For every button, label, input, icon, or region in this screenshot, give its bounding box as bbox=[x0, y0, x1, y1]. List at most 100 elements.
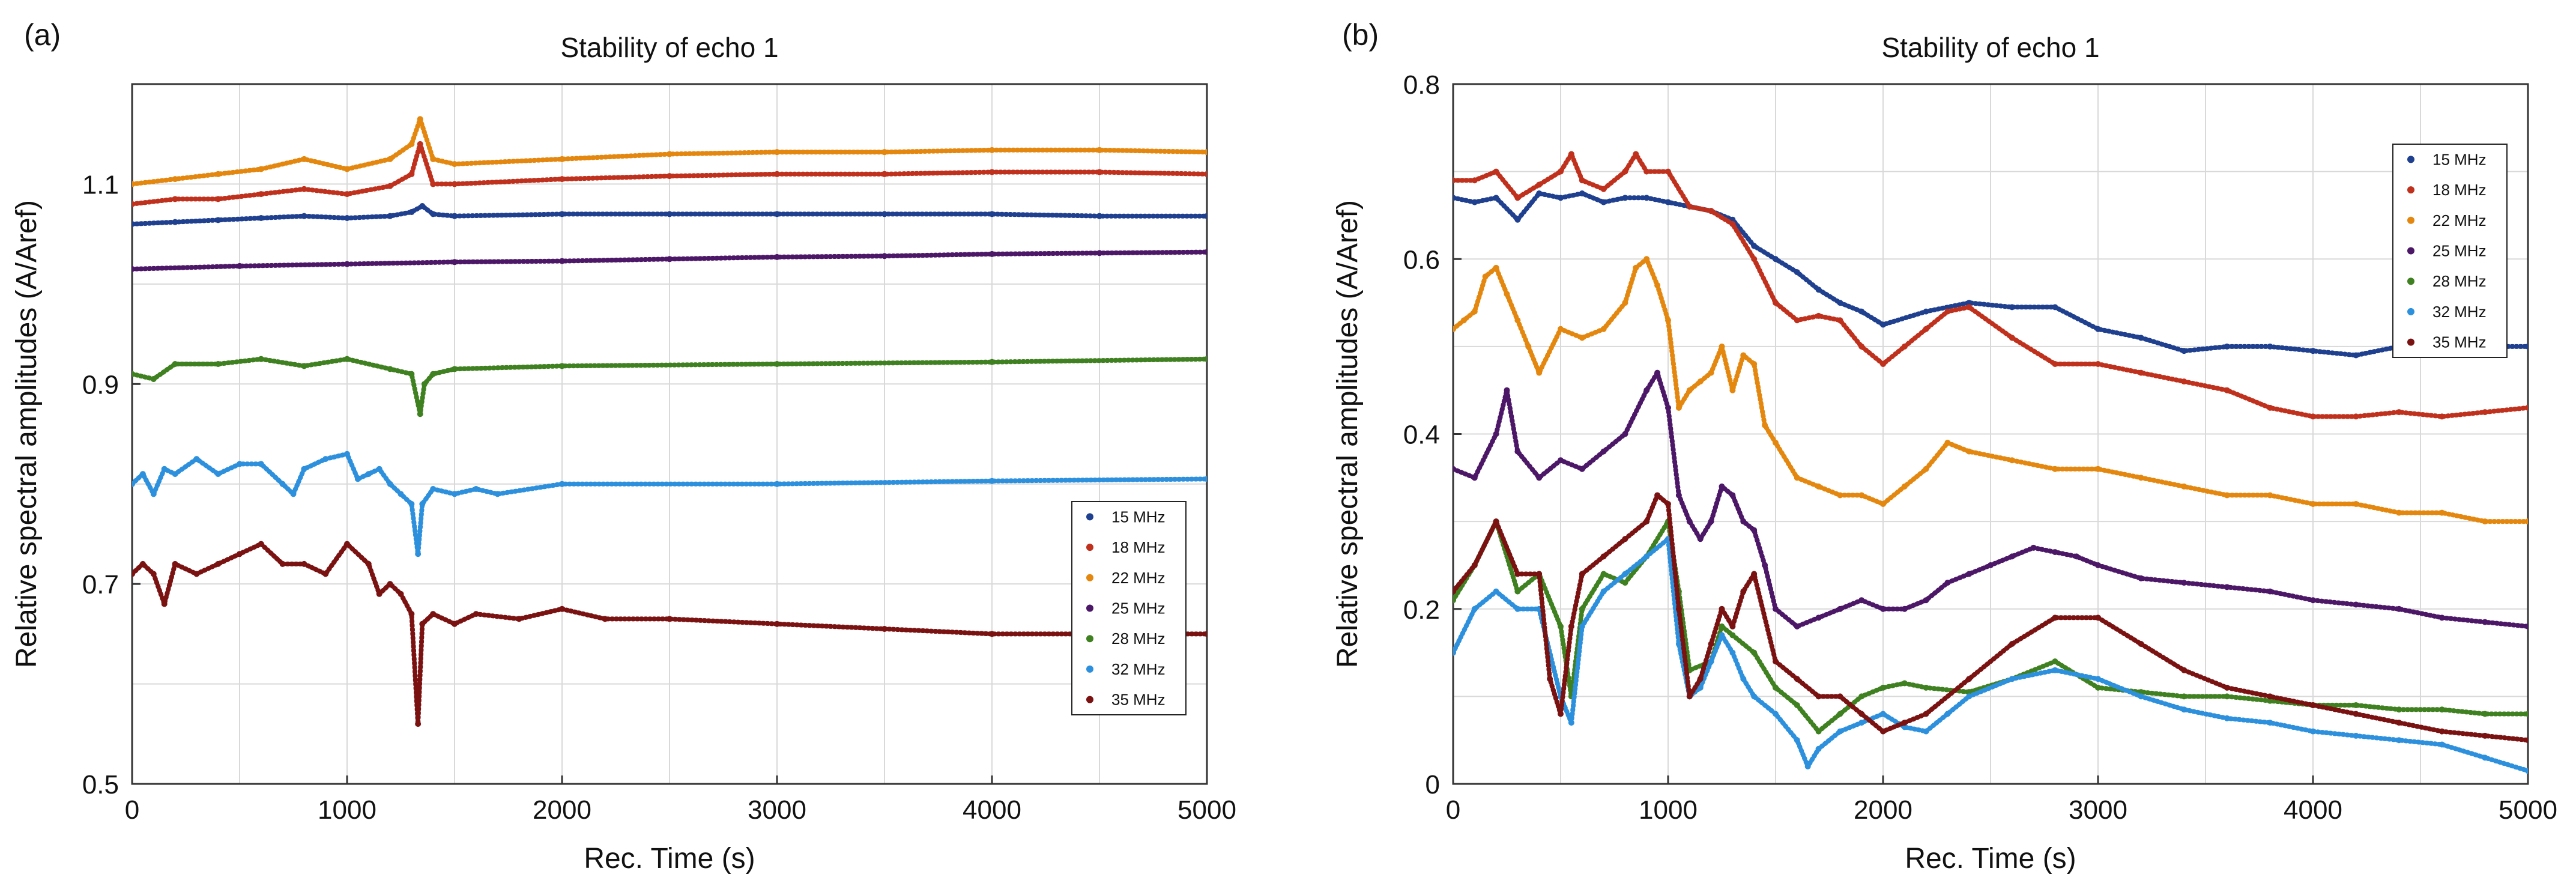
data-point bbox=[193, 456, 200, 463]
data-point bbox=[387, 481, 393, 487]
data-point bbox=[1966, 676, 1973, 682]
data-point bbox=[301, 156, 307, 162]
data-point bbox=[1453, 597, 1456, 604]
data-point bbox=[2396, 509, 2402, 516]
data-point bbox=[344, 166, 350, 172]
data-point bbox=[1204, 631, 1207, 637]
data-point bbox=[2095, 614, 2101, 621]
data-point bbox=[1493, 588, 1499, 595]
data-point bbox=[1622, 195, 1628, 201]
data-point bbox=[1944, 308, 1951, 315]
data-point bbox=[172, 219, 178, 225]
data-point bbox=[2482, 409, 2488, 416]
data-point bbox=[473, 486, 479, 493]
data-point bbox=[301, 213, 307, 219]
data-point bbox=[1837, 693, 1843, 700]
data-point bbox=[417, 141, 423, 147]
legend-item: 32 MHz bbox=[1086, 660, 1166, 678]
data-point bbox=[1579, 335, 1585, 341]
data-point bbox=[1558, 195, 1564, 201]
data-point bbox=[2396, 720, 2402, 726]
data-point bbox=[667, 211, 673, 217]
data-point bbox=[2353, 702, 2359, 708]
data-point bbox=[1568, 720, 1574, 726]
series-25-mhz bbox=[1453, 369, 2528, 630]
data-point bbox=[2181, 667, 2187, 673]
legend-item: 22 MHz bbox=[1086, 569, 1166, 587]
data-point bbox=[667, 616, 673, 622]
data-point bbox=[1536, 369, 1543, 376]
data-point bbox=[1901, 680, 1908, 687]
data-point bbox=[2438, 509, 2445, 516]
data-point bbox=[237, 461, 243, 467]
x-tick-label: 3000 bbox=[2069, 795, 2127, 825]
data-point bbox=[2438, 728, 2445, 735]
panel-b: (b) Stability of echo 1 0 1000 2000 3000 4000 5… bbox=[1332, 18, 2557, 875]
data-point bbox=[2482, 518, 2488, 525]
data-point bbox=[989, 631, 995, 637]
data-point bbox=[1729, 387, 1736, 393]
legend-marker bbox=[2407, 278, 2414, 285]
legend-item: 35 MHz bbox=[2407, 333, 2487, 351]
series-line bbox=[1453, 493, 2528, 743]
data-point bbox=[1643, 553, 1650, 560]
data-point bbox=[2482, 711, 2488, 717]
y-axis-label: Relative spectral amplitudes (A/Aref) bbox=[1332, 200, 1364, 668]
data-point bbox=[2525, 404, 2528, 411]
data-point bbox=[1880, 605, 1886, 612]
data-point bbox=[1751, 527, 1758, 533]
data-point bbox=[881, 211, 887, 217]
data-point bbox=[1804, 763, 1811, 769]
y-tick-label: 1.1 bbox=[82, 170, 119, 199]
data-point bbox=[2438, 413, 2445, 420]
data-point bbox=[1204, 149, 1207, 156]
data-point bbox=[1204, 213, 1207, 219]
data-point bbox=[1654, 369, 1661, 376]
data-point bbox=[1558, 326, 1564, 332]
data-point bbox=[2181, 706, 2187, 713]
data-point bbox=[408, 611, 415, 617]
series-line bbox=[132, 141, 1207, 207]
data-point bbox=[1665, 501, 1671, 507]
series-18-mhz bbox=[132, 141, 1207, 207]
data-point bbox=[1697, 378, 1704, 385]
data-point bbox=[301, 466, 307, 472]
data-point bbox=[1643, 387, 1650, 393]
series-line bbox=[132, 117, 1207, 187]
legend: 15 MHz 18 MHz 22 MHz 25 MHz 28 MHz 32 MHz 35 M… bbox=[1071, 501, 1187, 715]
data-point bbox=[1453, 195, 1456, 201]
data-point bbox=[150, 491, 157, 497]
data-point bbox=[1880, 684, 1886, 691]
data-point bbox=[1204, 171, 1207, 177]
data-point bbox=[881, 626, 887, 633]
data-point bbox=[1858, 720, 1865, 726]
series-line bbox=[1453, 191, 2528, 358]
data-point bbox=[1504, 387, 1510, 393]
series-25-mhz bbox=[132, 249, 1207, 272]
data-point bbox=[1686, 693, 1693, 700]
data-point bbox=[2009, 335, 2015, 341]
x-tick-label: 4000 bbox=[2284, 795, 2342, 825]
data-point bbox=[1708, 518, 1714, 525]
data-point bbox=[1514, 588, 1521, 595]
legend-marker bbox=[2407, 186, 2414, 194]
data-point bbox=[322, 571, 329, 577]
series-22-mhz bbox=[132, 116, 1207, 187]
data-point bbox=[1453, 588, 1456, 595]
data-point bbox=[1751, 256, 1758, 262]
data-point bbox=[989, 211, 995, 217]
data-point bbox=[1837, 300, 1843, 306]
data-point bbox=[559, 605, 565, 612]
x-tick-label: 4000 bbox=[963, 795, 1021, 825]
data-point bbox=[2224, 584, 2230, 590]
data-point bbox=[1794, 737, 1800, 744]
data-point bbox=[2438, 706, 2445, 713]
data-point bbox=[1686, 203, 1693, 210]
data-point bbox=[1794, 475, 1800, 481]
data-point bbox=[2525, 623, 2528, 630]
data-point bbox=[2525, 768, 2528, 774]
data-point bbox=[1773, 440, 1779, 446]
data-point bbox=[2353, 413, 2359, 420]
data-point bbox=[2181, 378, 2187, 385]
plot-frame bbox=[131, 83, 1208, 785]
